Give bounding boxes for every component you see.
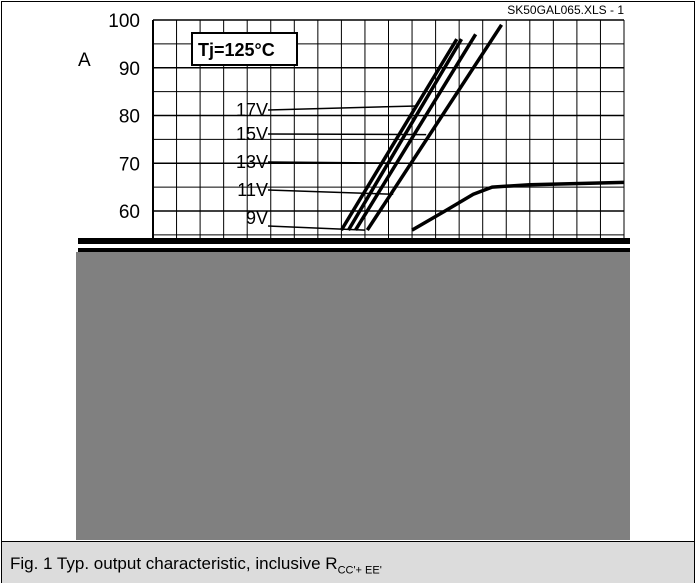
series-leader-line <box>267 133 427 136</box>
y-tick-label: 70 <box>119 154 140 175</box>
series-leader-line <box>267 189 394 196</box>
caption-subscript: CC'+ EE' <box>337 564 382 577</box>
file-label: SK50GAL065.XLS - 1 <box>507 3 624 17</box>
y-tick-label: 80 <box>119 107 140 128</box>
y-axis: 100 90 80 70 60 <box>108 11 140 223</box>
y-tick-label: 100 <box>108 11 140 32</box>
series-label: 13V <box>236 152 268 172</box>
series-label: 15V <box>236 124 268 144</box>
series-label: 17V <box>236 100 268 120</box>
y-axis-unit: A <box>78 50 91 71</box>
annotation-box: Tj=125°C <box>191 32 298 66</box>
series-line <box>354 33 478 232</box>
series-leader-line <box>267 161 408 164</box>
series-label: 9V <box>246 208 268 228</box>
grid <box>152 19 625 240</box>
y-tick-label: 60 <box>119 202 140 223</box>
temperature-annotation: Tj=125°C <box>198 40 275 60</box>
series-leader-line <box>267 225 365 231</box>
series-leader-line <box>267 105 417 111</box>
y-tick-label: 90 <box>119 59 140 80</box>
series-labels: 17V 15V 13V 11V 9V <box>236 100 427 231</box>
series-label: 11V <box>237 180 268 200</box>
series-line <box>411 180 625 232</box>
caption-main: Fig. 1 Typ. output characteristic, inclu… <box>10 554 338 573</box>
redaction-noise <box>78 238 630 252</box>
series-line <box>365 23 504 232</box>
redacted-region <box>76 252 630 540</box>
figure-caption: Fig. 1 Typ. output characteristic, inclu… <box>10 554 382 576</box>
caption-bar: Fig. 1 Typ. output characteristic, inclu… <box>2 541 694 583</box>
